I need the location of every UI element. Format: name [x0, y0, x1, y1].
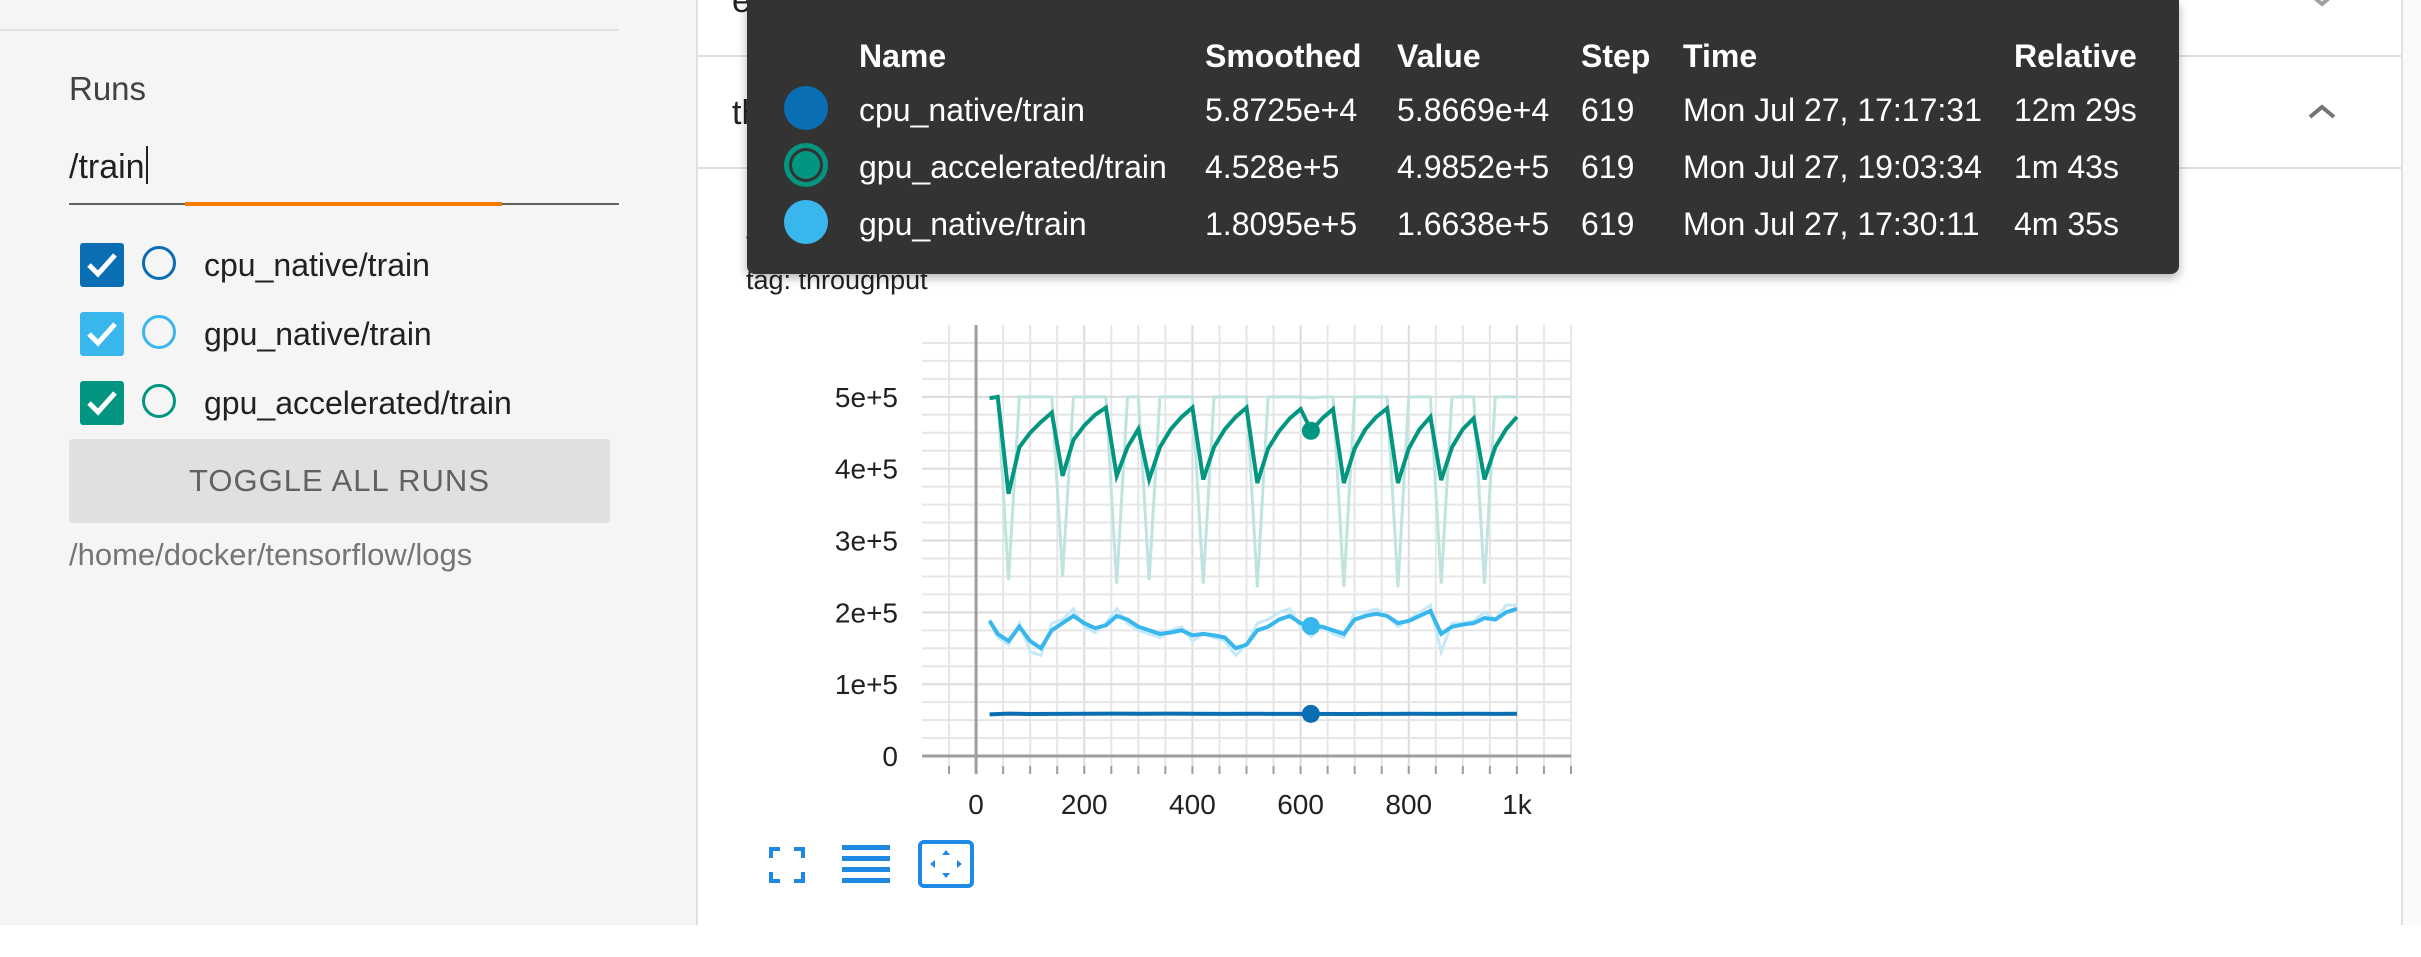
tooltip-value: 5.8669e+4 [1397, 92, 1550, 128]
check-icon [87, 391, 117, 416]
toggle-all-runs-button[interactable]: TOGGLE ALL RUNS [69, 439, 610, 523]
tooltip-run-name: gpu_native/train [859, 206, 1087, 242]
run-checkbox-gpu-accelerated[interactable] [80, 381, 124, 425]
run-color-dot-inner [792, 151, 820, 179]
tooltip-time: Mon Jul 27, 19:03:34 [1683, 149, 1982, 185]
run-color-dot [784, 86, 828, 130]
chevron-down-icon[interactable] [2304, 0, 2340, 12]
y-tick-label: 0 [882, 741, 898, 772]
log-directory-path: /home/docker/tensorflow/logs [69, 537, 473, 572]
hover-point [1301, 617, 1320, 636]
sidebar-divider [0, 29, 619, 31]
series-line [989, 711, 1517, 717]
tooltip-step: 619 [1581, 92, 1635, 128]
text-caret [145, 146, 148, 184]
run-filter-input[interactable]: /train [69, 146, 148, 187]
run-label-gpu-accelerated: gpu_accelerated/train [204, 385, 512, 421]
y-tick-label: 3e+5 [835, 526, 898, 557]
check-icon [87, 253, 117, 278]
x-tick-label: 0 [968, 789, 984, 820]
run-color-radio-cpu-native[interactable] [142, 246, 176, 280]
tooltip-header-step: Step [1581, 38, 1651, 74]
card-left-border [696, 0, 698, 925]
y-tick-label: 2e+5 [835, 597, 898, 628]
tooltip-header-name: Name [859, 38, 947, 74]
x-tick-label: 600 [1277, 789, 1324, 820]
tooltip-relative: 12m 29s [2014, 92, 2137, 128]
series-line-raw [989, 395, 1517, 588]
run-color-radio-gpu-accelerated[interactable] [142, 384, 176, 418]
y-tick-label: 5e+5 [835, 382, 898, 413]
y-tick-label: 4e+5 [835, 454, 898, 485]
tooltip-header-value: Value [1397, 38, 1481, 74]
run-color-radio-gpu-native[interactable] [142, 315, 176, 349]
tooltip-relative: 1m 43s [2014, 149, 2119, 185]
tooltip-smoothed: 5.8725e+4 [1205, 92, 1358, 128]
page-bottom [0, 925, 2421, 957]
throughput-chart[interactable]: 0 1e+5 2e+5 3e+5 4e+5 5e+5 0 200 400 600 800 1k [696, 0, 1696, 925]
tooltip-step: 619 [1581, 206, 1635, 242]
x-tick-label: 400 [1169, 789, 1216, 820]
tooltip-run-name: cpu_native/train [859, 92, 1085, 128]
tooltip-step: 619 [1581, 149, 1635, 185]
fullscreen-icon[interactable] [767, 845, 807, 885]
x-tick-label: 1k [1502, 789, 1533, 820]
series-line-raw [988, 602, 1517, 658]
toggle-y-log-scale-icon[interactable] [842, 843, 890, 887]
tooltip-run-name: gpu_accelerated/train [859, 149, 1167, 185]
y-tick-label: 1e+5 [835, 669, 898, 700]
runs-sidebar: Runs /train cpu_native/train gpu_native/… [0, 0, 696, 925]
hover-point [1301, 421, 1320, 440]
run-color-dot [784, 200, 828, 244]
run-checkbox-cpu-native[interactable] [80, 243, 124, 287]
filter-focus-bar [185, 202, 502, 206]
tooltip-header-time: Time [1683, 38, 1758, 74]
tooltip-header-relative: Relative [2014, 38, 2137, 74]
run-filter-value: /train [69, 148, 145, 186]
check-icon [87, 322, 117, 347]
run-checkbox-gpu-native[interactable] [80, 312, 124, 356]
hover-point [1301, 704, 1320, 723]
x-tick-label: 800 [1385, 789, 1432, 820]
tooltip-time: Mon Jul 27, 17:30:11 [1683, 206, 1980, 242]
run-label-cpu-native: cpu_native/train [204, 247, 430, 283]
chevron-up-icon[interactable] [2304, 99, 2340, 123]
x-tick-label: 200 [1061, 789, 1108, 820]
run-color-dot [784, 143, 828, 187]
tooltip-header-smoothed: Smoothed [1205, 38, 1362, 74]
tooltip-smoothed: 4.528e+5 [1205, 149, 1340, 185]
tooltip-time: Mon Jul 27, 17:17:31 [1683, 92, 1982, 128]
runs-title: Runs [69, 70, 147, 107]
series-line [989, 394, 1519, 495]
tooltip-value: 4.9852e+5 [1397, 149, 1550, 185]
tooltip-value: 1.6638e+5 [1397, 206, 1550, 242]
tooltip-smoothed: 1.8095e+5 [1205, 206, 1358, 242]
fit-domain-icon[interactable] [918, 840, 974, 888]
page-scrollbar[interactable] [2401, 0, 2421, 925]
series-line [987, 606, 1518, 652]
tooltip-relative: 4m 35s [2014, 206, 2119, 242]
run-label-gpu-native: gpu_native/train [204, 316, 432, 352]
chart-hover-tooltip: Name Smoothed Value Step Time Relative c… [747, 0, 2179, 274]
